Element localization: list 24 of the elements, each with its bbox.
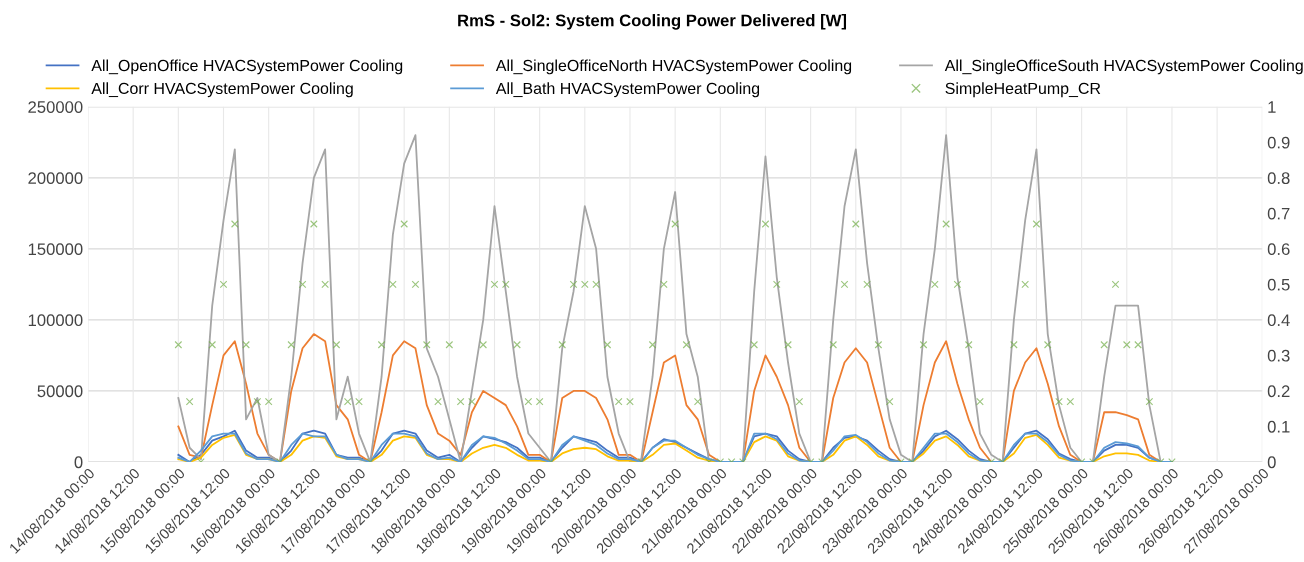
y2-tick-label: 0.4 xyxy=(1267,314,1290,327)
y2-tick-label: 0.6 xyxy=(1267,243,1290,256)
y2-tick-label: 0.8 xyxy=(1267,172,1290,185)
legend-label: All_OpenOffice HVACSystemPower Cooling xyxy=(91,59,403,75)
y2-tick-label: 0.7 xyxy=(1267,207,1290,220)
y-tick-label: 0 xyxy=(74,456,83,469)
legend-label: All_Bath HVACSystemPower Cooling xyxy=(495,82,760,98)
legend-label: SimpleHeatPump_CR xyxy=(945,82,1101,98)
legend-label: All_SingleOfficeSouth HVACSystemPower Cooling xyxy=(944,59,1303,75)
y2-tick-label: 1 xyxy=(1268,101,1276,113)
y2-tick-label: 0.5 xyxy=(1267,278,1290,291)
y2-tick-label: 0.1 xyxy=(1267,420,1290,433)
chart-title: RmS - Sol2: System Cooling Power Delivered [W] xyxy=(458,14,847,30)
y2-tick-label: 0 xyxy=(1267,456,1276,469)
y2-tick-label: 0.9 xyxy=(1267,136,1290,149)
y2-tick-label: 0.3 xyxy=(1267,349,1290,362)
legend-label: All_SingleOfficeNorth HVACSystemPower Cooling xyxy=(495,59,852,75)
y-tick-label: 100000 xyxy=(28,314,83,327)
legend-label: All_Corr HVACSystemPower Cooling xyxy=(91,82,353,98)
y2-tick-label: 0.2 xyxy=(1267,385,1290,398)
y-tick-label: 250000 xyxy=(28,101,83,113)
y-tick-label: 200000 xyxy=(28,172,83,185)
y-tick-label: 50000 xyxy=(37,385,83,398)
y-tick-label: 150000 xyxy=(28,243,83,256)
